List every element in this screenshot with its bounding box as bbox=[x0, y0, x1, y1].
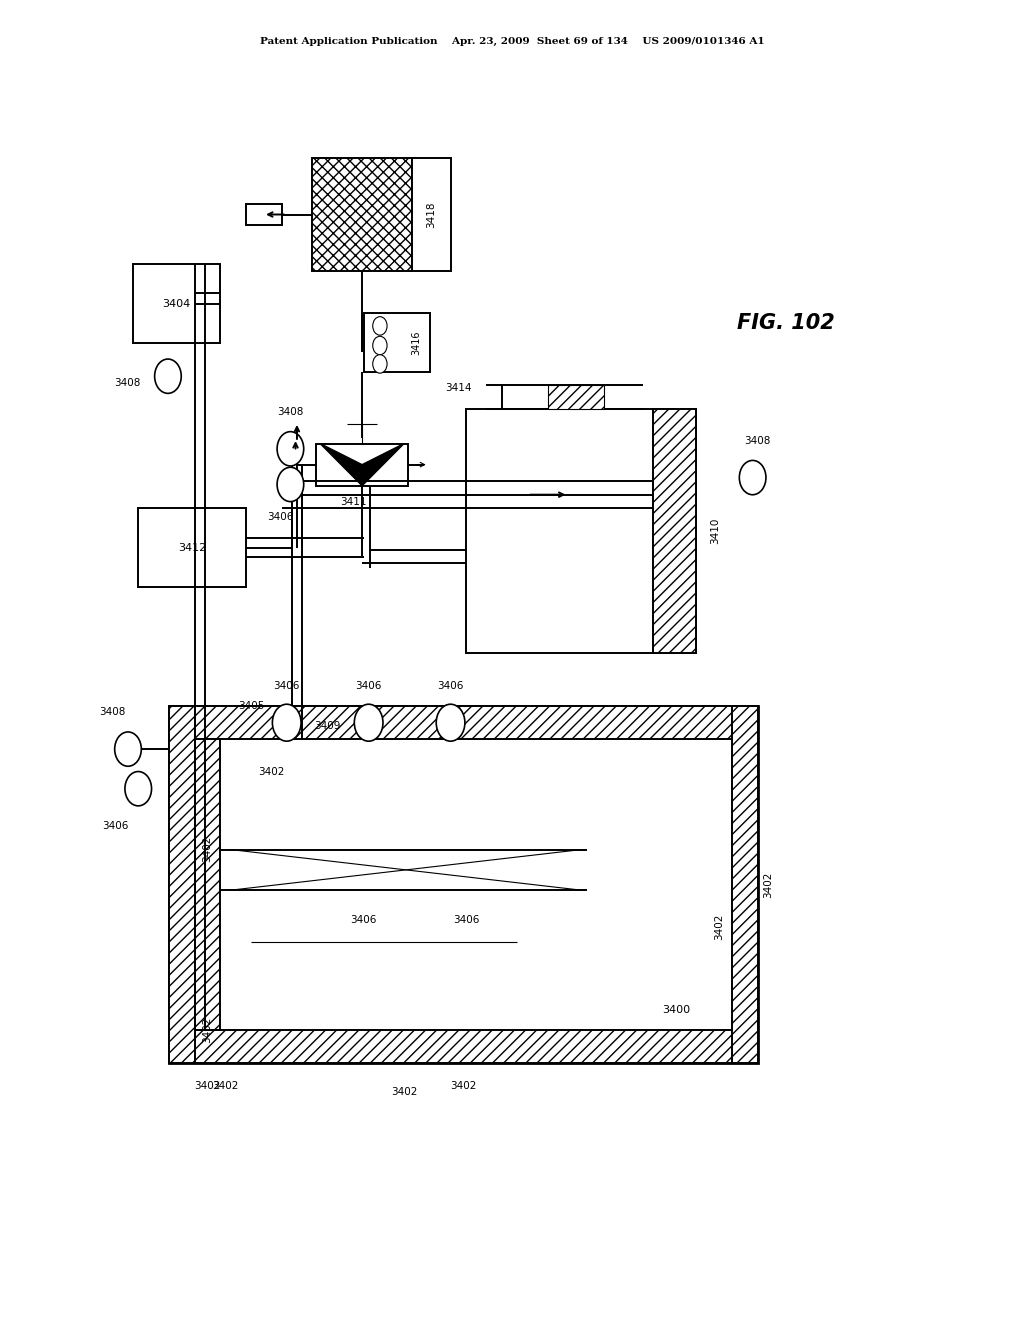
Circle shape bbox=[115, 731, 141, 766]
Text: 3402: 3402 bbox=[715, 913, 724, 940]
Bar bbox=[133, 264, 220, 343]
Bar bbox=[466, 409, 696, 653]
Bar bbox=[548, 385, 604, 409]
Text: 3408: 3408 bbox=[744, 436, 771, 446]
Text: 3416: 3416 bbox=[412, 330, 422, 355]
Text: 3402: 3402 bbox=[391, 1086, 418, 1097]
Bar bbox=[412, 158, 451, 271]
Circle shape bbox=[278, 432, 304, 466]
Text: 3402: 3402 bbox=[258, 767, 285, 777]
Bar bbox=[732, 706, 758, 1063]
Text: 3402: 3402 bbox=[203, 836, 212, 862]
Text: 3402: 3402 bbox=[212, 1081, 239, 1092]
Text: 3408: 3408 bbox=[99, 708, 126, 717]
Text: 3412: 3412 bbox=[178, 543, 206, 553]
Bar bbox=[246, 203, 282, 224]
Circle shape bbox=[373, 337, 387, 355]
Text: 3409: 3409 bbox=[314, 721, 341, 731]
Text: 3406: 3406 bbox=[102, 821, 129, 830]
Text: 3410: 3410 bbox=[710, 519, 720, 544]
Text: 3414: 3414 bbox=[445, 383, 472, 393]
Circle shape bbox=[272, 704, 301, 741]
Circle shape bbox=[354, 704, 383, 741]
Bar bbox=[169, 706, 758, 1063]
Text: 3408: 3408 bbox=[114, 378, 140, 388]
Bar bbox=[312, 158, 412, 271]
Bar bbox=[138, 508, 246, 587]
Text: FIG. 102: FIG. 102 bbox=[737, 313, 835, 334]
Text: 3406: 3406 bbox=[350, 915, 377, 925]
Polygon shape bbox=[321, 444, 404, 486]
Bar bbox=[169, 706, 758, 739]
Text: 3408: 3408 bbox=[278, 407, 303, 417]
Bar bbox=[653, 409, 696, 653]
Circle shape bbox=[373, 317, 387, 335]
Bar bbox=[169, 1030, 758, 1063]
Text: 3406: 3406 bbox=[453, 915, 479, 925]
Text: 3418: 3418 bbox=[426, 201, 436, 228]
Circle shape bbox=[436, 704, 465, 741]
Text: 3406: 3406 bbox=[273, 681, 300, 690]
Bar bbox=[364, 313, 430, 372]
Text: 3404: 3404 bbox=[163, 298, 190, 309]
Text: 3405: 3405 bbox=[238, 701, 264, 711]
Text: 3402: 3402 bbox=[451, 1081, 476, 1092]
Text: 3406: 3406 bbox=[437, 681, 464, 690]
Circle shape bbox=[739, 461, 766, 495]
Bar bbox=[195, 739, 220, 1030]
Circle shape bbox=[373, 355, 387, 374]
Text: 3406: 3406 bbox=[267, 512, 293, 523]
Bar bbox=[316, 444, 409, 486]
Text: 3402: 3402 bbox=[195, 1081, 220, 1092]
Circle shape bbox=[125, 771, 152, 805]
Text: 3402: 3402 bbox=[763, 871, 773, 898]
Circle shape bbox=[278, 467, 304, 502]
Circle shape bbox=[155, 359, 181, 393]
Text: 3411: 3411 bbox=[341, 496, 368, 507]
Text: Patent Application Publication    Apr. 23, 2009  Sheet 69 of 134    US 2009/0101: Patent Application Publication Apr. 23, … bbox=[260, 37, 764, 46]
Bar bbox=[169, 706, 195, 1063]
Text: 3402: 3402 bbox=[203, 1016, 212, 1043]
Text: 3400: 3400 bbox=[662, 1005, 690, 1015]
Text: 3406: 3406 bbox=[355, 681, 382, 690]
